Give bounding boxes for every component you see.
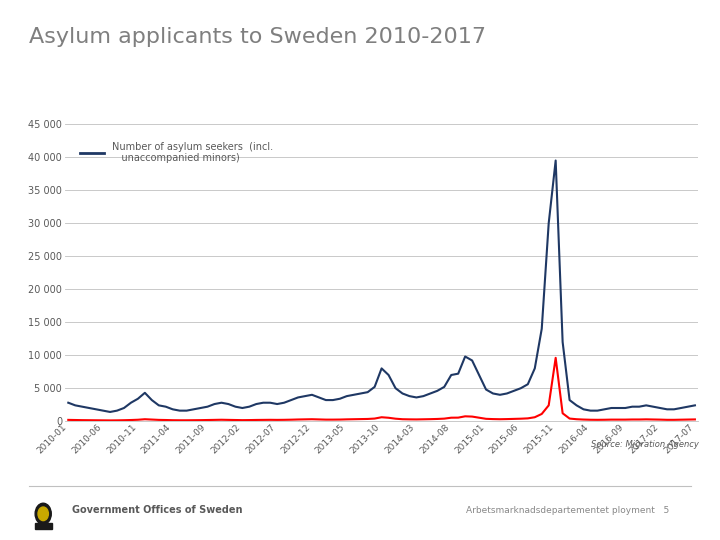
Text: Asylum applicants to Sweden 2010-2017: Asylum applicants to Sweden 2010-2017 bbox=[29, 27, 486, 47]
Text: Government Offices of Sweden: Government Offices of Sweden bbox=[72, 505, 243, 515]
Bar bbox=[35, 523, 52, 529]
Text: Arbetsmarknadsdepartementet ployment   5: Arbetsmarknadsdepartementet ployment 5 bbox=[467, 506, 670, 515]
Circle shape bbox=[35, 503, 51, 524]
Text: Source: Migration Agency: Source: Migration Agency bbox=[590, 440, 698, 449]
Circle shape bbox=[38, 507, 48, 521]
Legend: Number of asylum seekers  (incl.
   unaccompanied minors): Number of asylum seekers (incl. unaccomp… bbox=[76, 138, 277, 167]
